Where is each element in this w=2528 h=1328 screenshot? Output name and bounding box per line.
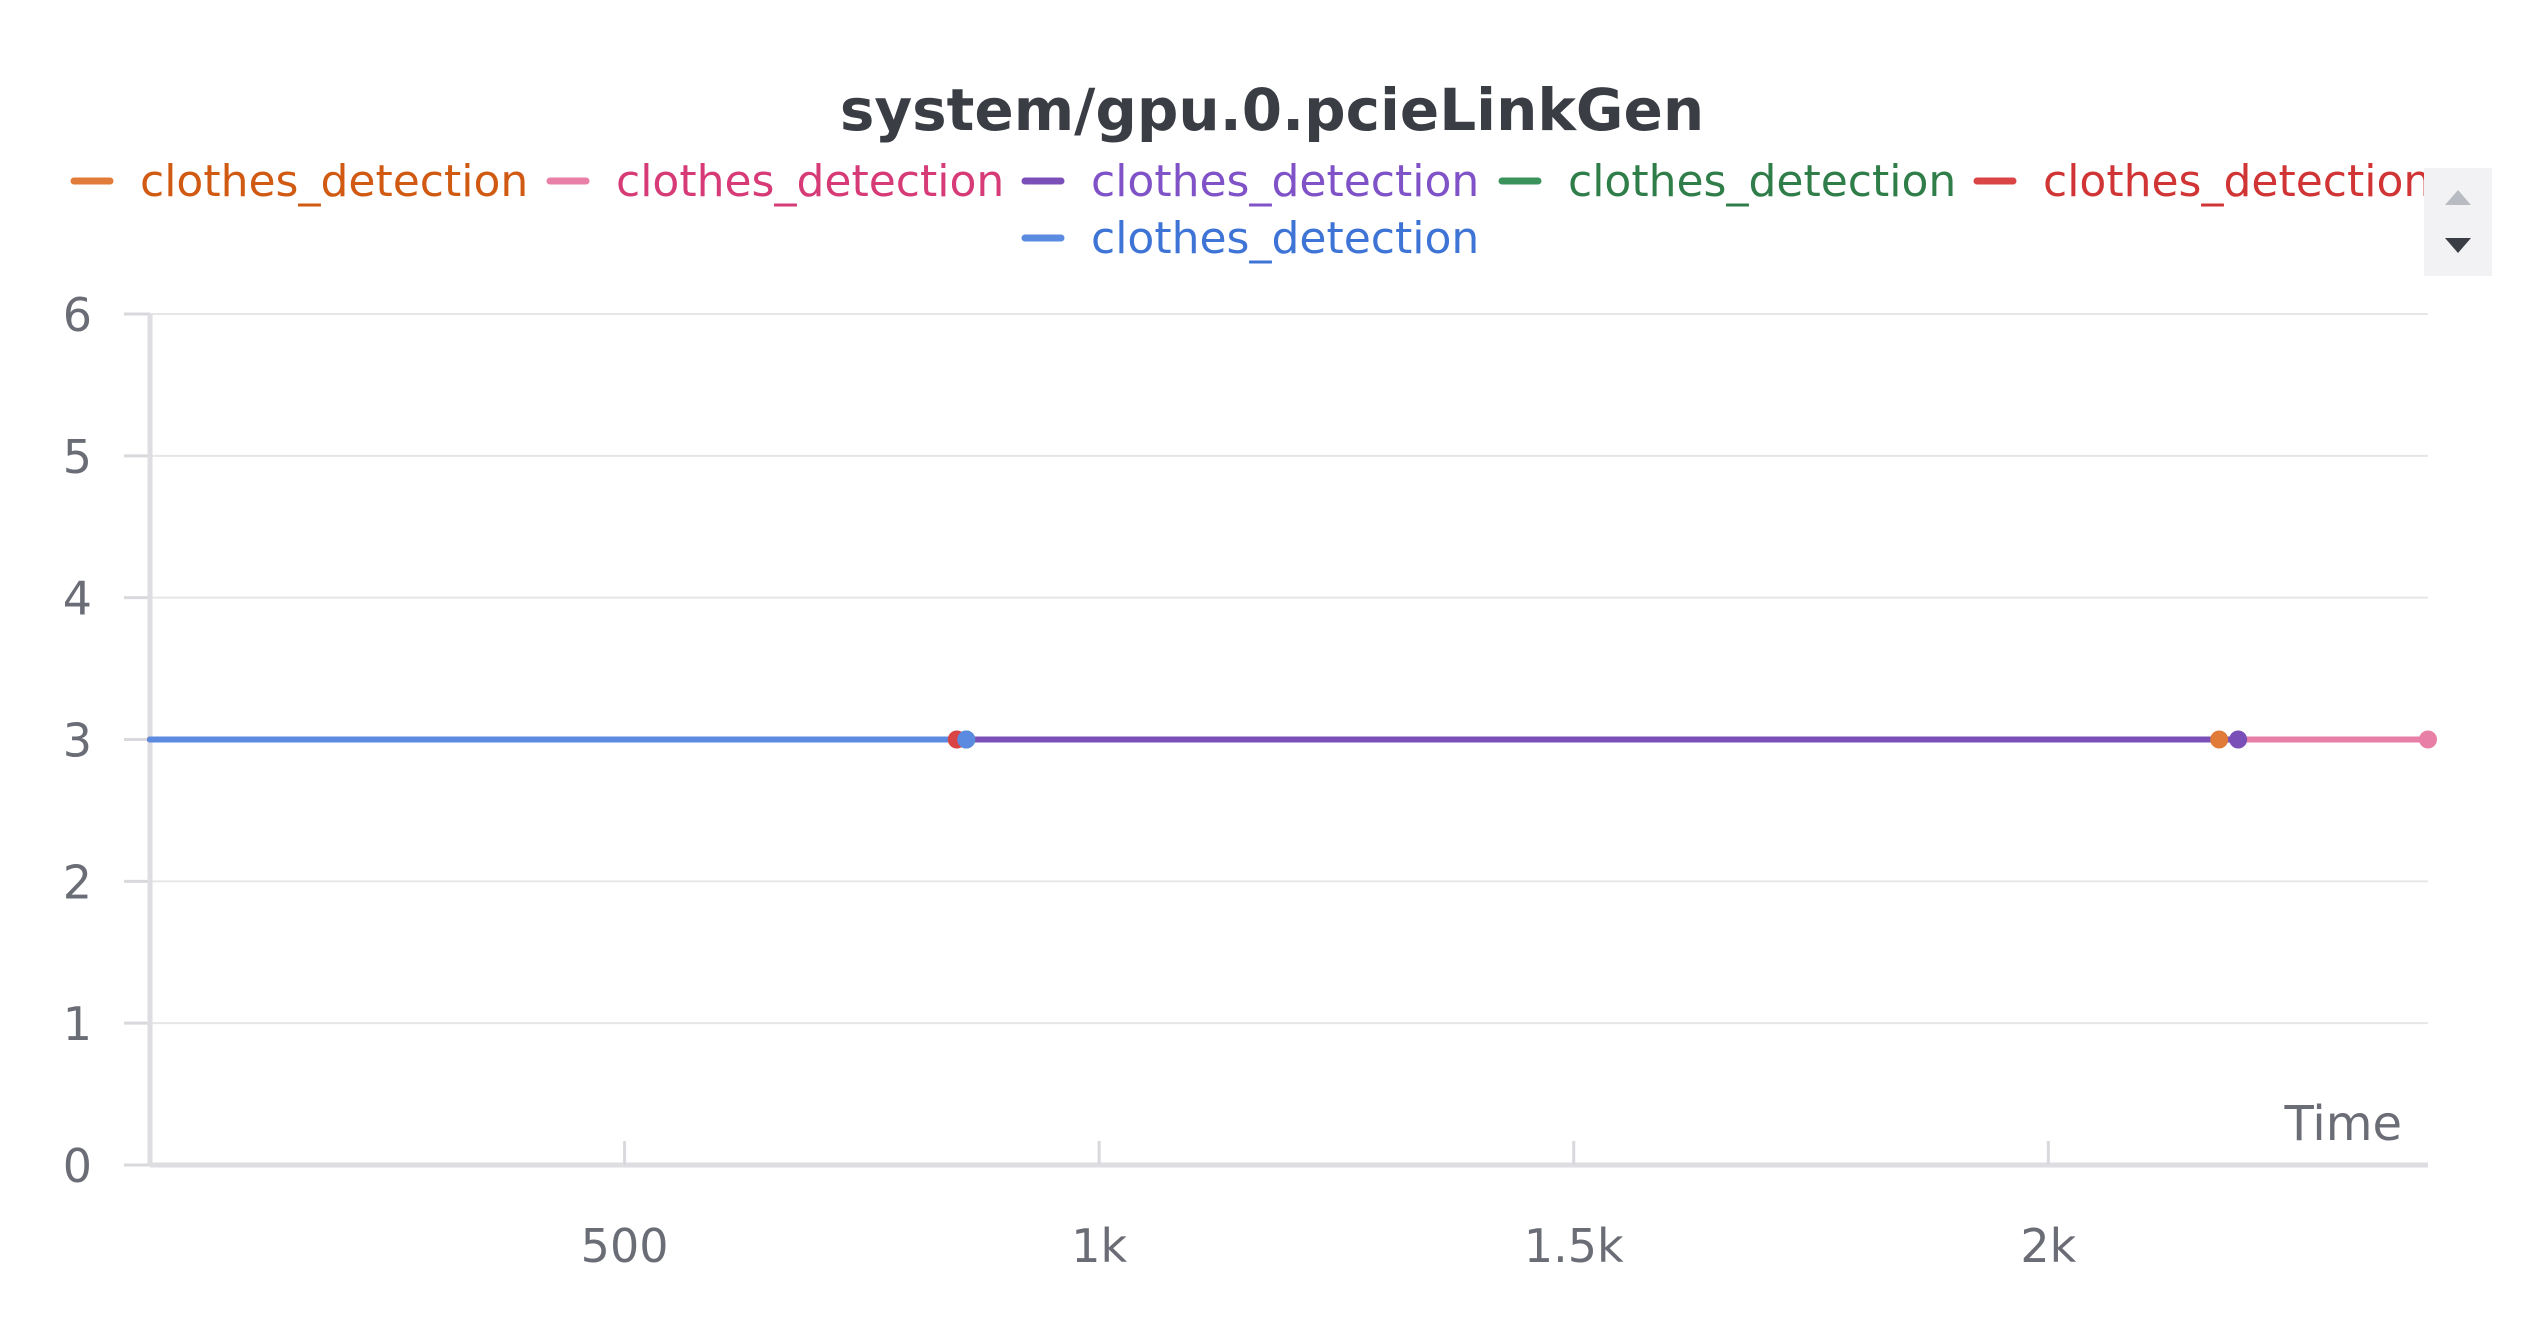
- series-end-point: [2210, 730, 2229, 749]
- legend-label: clothes_detection: [1568, 156, 1956, 207]
- legend-label: clothes_detection: [1091, 213, 1479, 264]
- y-tick-label: 4: [63, 572, 92, 626]
- x-axis-label: Time: [2284, 1096, 2402, 1152]
- legend-label: clothes_detection: [140, 156, 528, 207]
- y-tick-label: 1: [63, 997, 92, 1051]
- legend-item[interactable]: clothes_detection: [546, 156, 1004, 207]
- legend-item[interactable]: clothes_detection: [1021, 213, 1479, 264]
- series-end-point: [2229, 730, 2248, 749]
- legend-scroll[interactable]: [2424, 168, 2492, 276]
- y-tick-label: 0: [63, 1139, 92, 1193]
- legend-item[interactable]: clothes_detection: [1498, 156, 1956, 207]
- axes: 0 1 2 3 4 5 6 500 1k 1.5k 2k: [63, 288, 2428, 1273]
- series-end-point: [2419, 730, 2437, 749]
- x-tick-label: 500: [581, 1219, 669, 1273]
- legend-item[interactable]: clothes_detection: [1021, 156, 1479, 207]
- legend-item[interactable]: clothes_detection: [70, 156, 528, 207]
- x-tick-label: 1.5k: [1524, 1219, 1624, 1273]
- legend: clothes_detection clothes_detection clothe…: [70, 156, 2431, 264]
- legend-item[interactable]: clothes_detection: [1973, 156, 2431, 207]
- chart-title: system/gpu.0.pcieLinkGen: [840, 76, 1704, 144]
- series-layer: [147, 730, 2437, 749]
- triangle-up-icon[interactable]: [2445, 190, 2471, 205]
- y-tick-label: 2: [63, 855, 92, 909]
- y-tick-label: 5: [63, 430, 92, 484]
- triangle-down-icon[interactable]: [2445, 238, 2471, 253]
- legend-label: clothes_detection: [2043, 156, 2431, 207]
- legend-label: clothes_detection: [1091, 156, 1479, 207]
- y-tick-label: 3: [63, 714, 92, 768]
- legend-scroll-background: [2424, 168, 2492, 276]
- grid: [150, 313, 2428, 1025]
- series-end-point: [957, 730, 976, 749]
- x-tick-label: 2k: [2020, 1219, 2076, 1273]
- y-tick-label: 6: [63, 288, 92, 342]
- x-tick-label: 1k: [1071, 1219, 1127, 1273]
- legend-label: clothes_detection: [616, 156, 1004, 207]
